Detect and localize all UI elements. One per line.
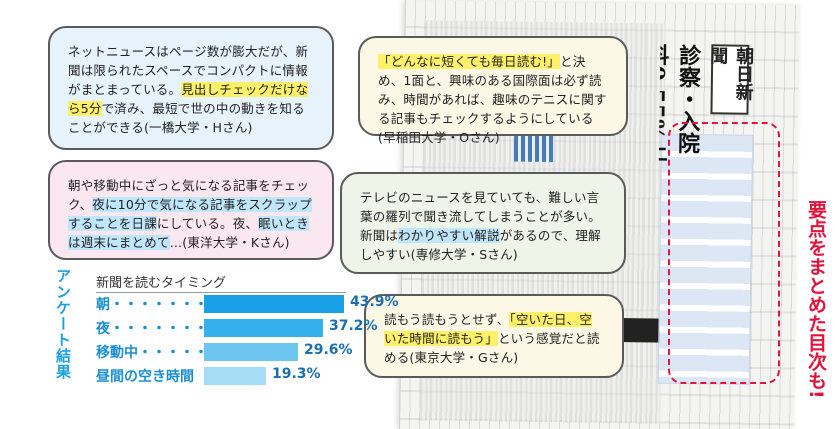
comment-bubble-hitotsubashi: ネットニュースはページ数が膨大だが、新聞は限られたスペースでコンパクトに情報がま… [48,26,334,150]
comment-bubble-senshu: テレビのニュースを見ていても、難しい言葉の羅列で聞き流してしまうことが多い。新聞… [340,172,626,274]
survey-bar-value: 29.6% [304,342,353,358]
survey-bar-value: 37.2% [329,318,378,334]
comment-highlight: 「どんなに短くても毎日読む!」 [378,54,561,69]
comment-highlight: わかりやすい解説 [398,228,500,243]
index-callout-frame [668,122,780,384]
comment-text: テレビのニュースを見ていても、難しい言葉の羅列で聞き流してしまうことが多い。新聞… [360,190,601,243]
survey-bar [204,295,344,313]
survey-bar-value: 19.3% [272,366,321,382]
comment-text: という感覚だと読める(東京大学・Gさん) [384,331,600,365]
comment-text: 朝や移動中にざっと気になる記事をチェック、 [68,178,310,212]
survey-bar-value: 43.9% [350,294,399,310]
survey-bar [204,319,323,337]
comment-text: にしている。夜、 [156,216,259,231]
survey-row-label: 夜・・・・・・・・ [96,321,222,337]
survey-row-label: 移動中・・・・・ [96,345,208,361]
survey-title: 新聞を読むタイミング [96,276,227,291]
comment-bubble-toyo: 朝や移動中にざっと気になる記事をチェック、夜に10分で気になる記事をスクラップす… [48,160,334,260]
survey-divider [96,292,346,293]
comment-text: 読もう読もうとせず、 [384,312,510,327]
comment-bubble-todai: 読もう読もうとせず、「空いた日、空いた時間に読もう」という感覚だと読める(東京大… [364,294,624,378]
survey-bar [204,367,266,385]
comment-text: …(東洋大学・Kさん) [169,235,290,250]
comment-text: があるので、理解しやすい(専修大学・Sさん) [360,228,601,262]
comment-bubble-waseda: 「どんなに短くても毎日読む!」と決め、1面と、興味のある国際面は必ず読み、時間が… [358,36,628,145]
survey-side-label: アンケート結果 [54,268,72,380]
comment-text: ネットニュースはページ数が膨大だが、新聞は限られたスペースでコンパクトに情報がま… [68,44,309,97]
index-callout-label: 要点をまとめた目次も! [805,200,827,399]
comment-text: で済み、最短で世の中の動きを知ることができる(一橋大学・Hさん) [68,101,305,135]
comment-text: と決め、1面と、興味のある国際面は必ず読み、時間があれば、趣味のテニスに関する記… [378,54,607,145]
survey-row-label: 朝・・・・・・・・ [96,297,222,313]
survey-bar [204,343,298,361]
newspaper-masthead: 朝日新聞 [707,44,754,115]
survey-row-label: 昼間の空き時間 [96,369,194,385]
